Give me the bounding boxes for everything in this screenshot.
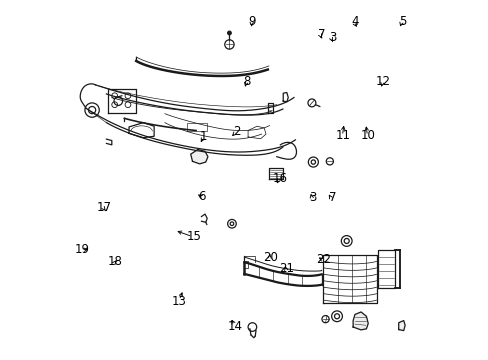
Text: 18: 18 bbox=[107, 255, 122, 268]
Text: 21: 21 bbox=[279, 262, 294, 275]
Text: 17: 17 bbox=[96, 202, 111, 215]
Text: 8: 8 bbox=[243, 75, 250, 88]
Text: 11: 11 bbox=[335, 129, 350, 142]
Text: 16: 16 bbox=[272, 172, 287, 185]
Text: 10: 10 bbox=[360, 129, 375, 142]
Text: 1: 1 bbox=[199, 130, 206, 144]
Text: 9: 9 bbox=[248, 15, 256, 28]
Text: 22: 22 bbox=[316, 253, 331, 266]
Text: 20: 20 bbox=[263, 251, 277, 264]
Text: 7: 7 bbox=[328, 192, 335, 204]
Circle shape bbox=[227, 31, 231, 35]
Polygon shape bbox=[398, 320, 405, 330]
Text: 5: 5 bbox=[399, 15, 406, 28]
Text: 7: 7 bbox=[317, 28, 325, 41]
Text: 4: 4 bbox=[350, 15, 358, 28]
Polygon shape bbox=[352, 312, 367, 330]
Polygon shape bbox=[190, 149, 207, 164]
Text: 2: 2 bbox=[233, 125, 241, 138]
Text: 13: 13 bbox=[171, 295, 186, 308]
Text: 3: 3 bbox=[328, 31, 335, 44]
Text: 6: 6 bbox=[198, 190, 205, 203]
Text: 19: 19 bbox=[75, 243, 90, 256]
Text: 3: 3 bbox=[308, 192, 316, 204]
Text: 15: 15 bbox=[186, 230, 202, 243]
Text: 12: 12 bbox=[375, 75, 390, 88]
Text: 14: 14 bbox=[227, 320, 243, 333]
